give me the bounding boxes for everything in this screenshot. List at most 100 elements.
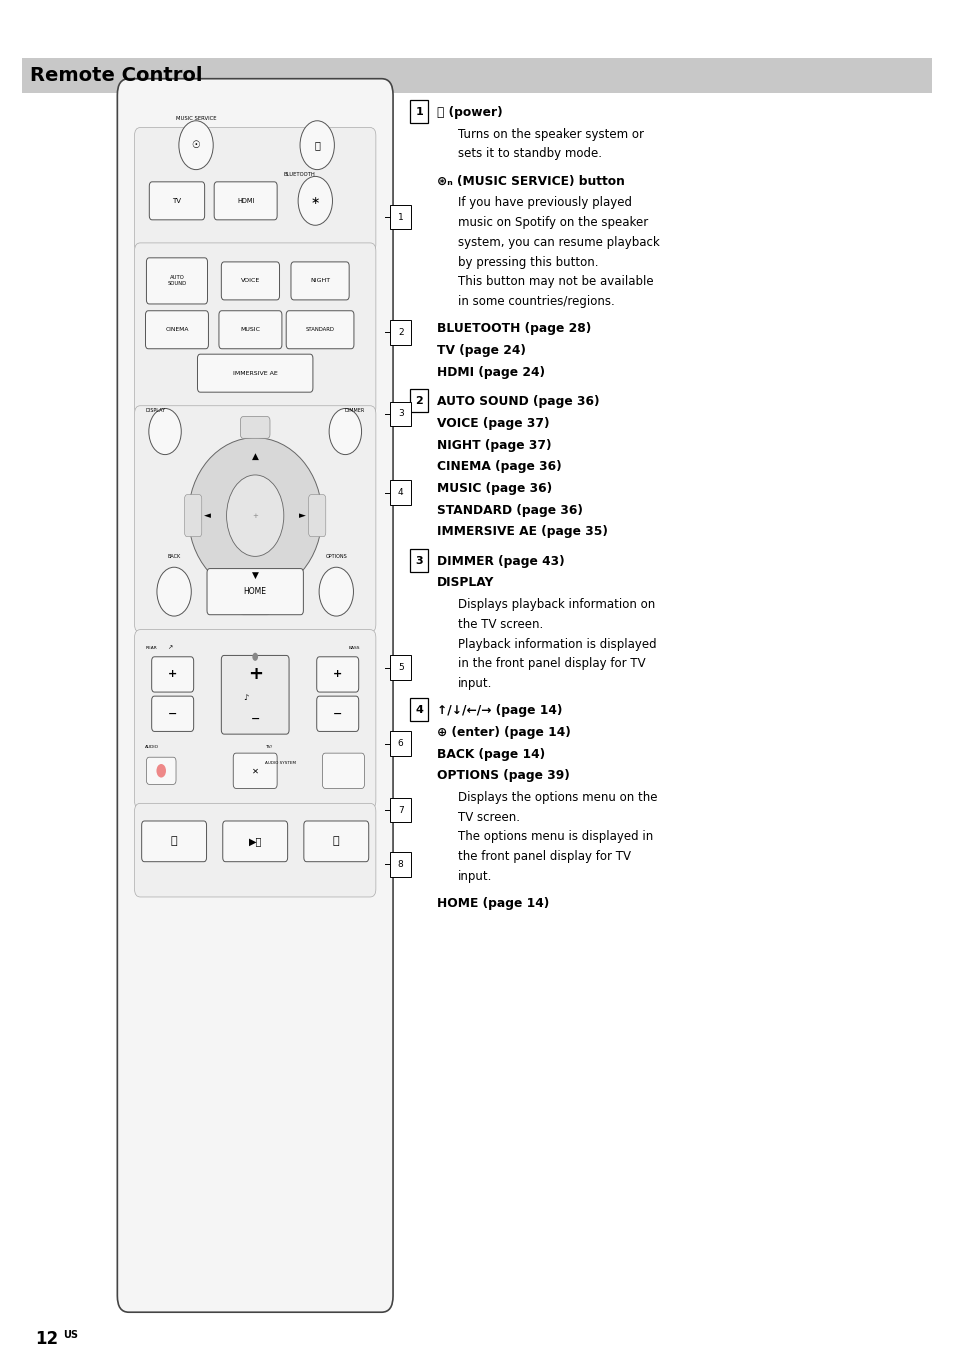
Bar — [390, 798, 411, 822]
FancyBboxPatch shape — [197, 354, 313, 392]
Text: ⏻ (power): ⏻ (power) — [436, 106, 502, 119]
Text: Displays playback information on: Displays playback information on — [457, 598, 655, 611]
FancyBboxPatch shape — [316, 696, 358, 731]
Text: ♪: ♪ — [243, 693, 248, 702]
FancyBboxPatch shape — [134, 243, 375, 415]
Text: 8: 8 — [397, 860, 403, 868]
Text: OPTIONS: OPTIONS — [325, 554, 347, 559]
Text: ↑/↓/←/→ (page 14): ↑/↓/←/→ (page 14) — [436, 704, 561, 716]
Text: TV: TV — [172, 198, 181, 204]
Text: If you have previously played: If you have previously played — [457, 197, 631, 209]
Bar — [390, 852, 411, 877]
FancyBboxPatch shape — [134, 630, 375, 809]
Bar — [410, 100, 428, 123]
Text: 7: 7 — [397, 806, 403, 814]
Text: ⊕ (enter) (page 14): ⊕ (enter) (page 14) — [436, 726, 570, 738]
Text: −: − — [333, 708, 342, 719]
FancyBboxPatch shape — [240, 593, 270, 615]
Text: +: + — [168, 669, 177, 680]
Circle shape — [329, 408, 361, 455]
Ellipse shape — [189, 437, 322, 594]
Text: Remote Control: Remote Control — [30, 66, 202, 85]
Text: 6: 6 — [397, 740, 403, 748]
Text: +: + — [252, 513, 258, 518]
Text: NIGHT (page 37): NIGHT (page 37) — [436, 438, 551, 452]
Circle shape — [227, 475, 284, 556]
Text: ▼: ▼ — [252, 571, 258, 579]
Text: by pressing this button.: by pressing this button. — [457, 255, 598, 269]
Bar — [390, 655, 411, 680]
Text: ⊛ₙ (MUSIC SERVICE) button: ⊛ₙ (MUSIC SERVICE) button — [436, 175, 624, 187]
Text: ▲: ▲ — [252, 452, 258, 460]
FancyBboxPatch shape — [322, 753, 364, 788]
Text: REAR: REAR — [146, 646, 157, 650]
Text: The options menu is displayed in: The options menu is displayed in — [457, 830, 653, 843]
Bar — [390, 731, 411, 756]
FancyBboxPatch shape — [147, 757, 175, 784]
FancyBboxPatch shape — [134, 803, 375, 897]
Text: 3: 3 — [416, 555, 422, 566]
Text: input.: input. — [457, 870, 492, 882]
Text: in the front panel display for TV: in the front panel display for TV — [457, 657, 645, 670]
Text: ∗: ∗ — [311, 195, 319, 206]
Bar — [390, 320, 411, 345]
Text: STANDARD (page 36): STANDARD (page 36) — [436, 503, 582, 517]
Text: HDMI (page 24): HDMI (page 24) — [436, 366, 544, 379]
Text: DISPLAY: DISPLAY — [436, 577, 494, 589]
FancyBboxPatch shape — [147, 258, 208, 304]
Text: 5: 5 — [397, 664, 403, 672]
Text: CINEMA: CINEMA — [165, 327, 189, 332]
Text: Turns on the speaker system or: Turns on the speaker system or — [457, 128, 643, 141]
Circle shape — [252, 653, 257, 661]
Text: HOME (page 14): HOME (page 14) — [436, 897, 549, 911]
Text: sets it to standby mode.: sets it to standby mode. — [457, 147, 601, 160]
FancyBboxPatch shape — [141, 821, 206, 862]
Text: MUSIC: MUSIC — [240, 327, 260, 332]
FancyBboxPatch shape — [218, 311, 281, 349]
Text: HDMI: HDMI — [236, 198, 254, 204]
FancyBboxPatch shape — [134, 128, 375, 252]
FancyBboxPatch shape — [303, 821, 368, 862]
Circle shape — [300, 121, 334, 170]
Text: 12: 12 — [35, 1330, 58, 1348]
Text: Playback information is displayed: Playback information is displayed — [457, 638, 656, 650]
Text: NIGHT: NIGHT — [310, 278, 330, 284]
Text: ↗: ↗ — [167, 645, 172, 650]
Text: 2: 2 — [415, 396, 423, 406]
FancyBboxPatch shape — [222, 821, 288, 862]
Text: 2: 2 — [397, 328, 403, 337]
Text: input.: input. — [457, 677, 492, 689]
FancyBboxPatch shape — [309, 494, 326, 536]
Bar — [410, 699, 428, 722]
Text: −: − — [168, 708, 177, 719]
Text: TV screen.: TV screen. — [457, 810, 519, 824]
Text: music on Spotify on the speaker: music on Spotify on the speaker — [457, 216, 647, 229]
Text: DISPLAY: DISPLAY — [146, 407, 166, 413]
FancyBboxPatch shape — [291, 262, 349, 300]
Circle shape — [179, 121, 213, 170]
Text: in some countries/regions.: in some countries/regions. — [457, 294, 614, 308]
Text: system, you can resume playback: system, you can resume playback — [457, 236, 659, 248]
FancyBboxPatch shape — [286, 311, 354, 349]
Text: DIMMER (page 43): DIMMER (page 43) — [436, 555, 564, 567]
Text: Displays the options menu on the: Displays the options menu on the — [457, 791, 657, 803]
Text: −: − — [251, 714, 259, 725]
Bar — [390, 480, 411, 505]
Text: OPTIONS (page 39): OPTIONS (page 39) — [436, 769, 569, 782]
Circle shape — [149, 408, 181, 455]
Text: BACK (page 14): BACK (page 14) — [436, 748, 544, 760]
FancyBboxPatch shape — [145, 311, 208, 349]
FancyBboxPatch shape — [152, 696, 193, 731]
Text: 4: 4 — [397, 489, 403, 497]
Text: HOME: HOME — [243, 588, 267, 596]
Text: ►: ► — [299, 512, 306, 520]
Text: DIMMER: DIMMER — [344, 407, 364, 413]
FancyBboxPatch shape — [221, 655, 289, 734]
FancyBboxPatch shape — [316, 657, 358, 692]
FancyBboxPatch shape — [233, 753, 277, 788]
Bar — [390, 402, 411, 426]
Circle shape — [297, 176, 332, 225]
Text: BLUETOOTH (page 28): BLUETOOTH (page 28) — [436, 323, 591, 335]
Text: AUDIO SYSTEM: AUDIO SYSTEM — [265, 761, 295, 765]
Text: CINEMA (page 36): CINEMA (page 36) — [436, 460, 561, 474]
